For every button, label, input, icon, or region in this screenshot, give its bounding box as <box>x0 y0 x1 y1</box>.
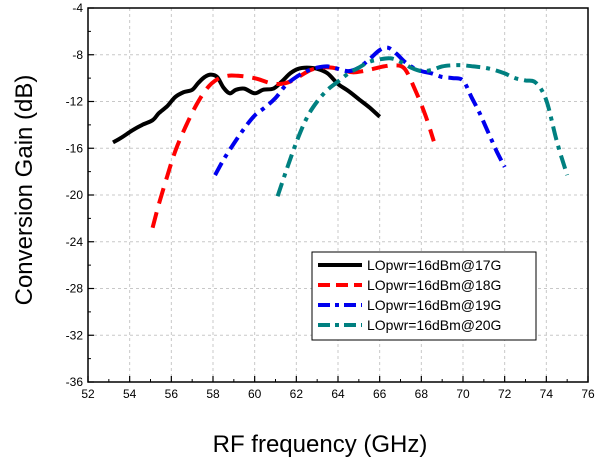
x-tick-label: 56 <box>165 387 179 401</box>
legend-label: LOpwr=16dBm@19G <box>367 297 501 313</box>
x-tick-label: 54 <box>123 387 137 401</box>
x-axis-title: RF frequency (GHz) <box>213 431 428 458</box>
y-tick-labels: -4 -8 -12 -16 -20 -24 -28 -32 -36 <box>66 1 84 389</box>
tick-marks <box>87 7 589 383</box>
x-tick-label: 52 <box>81 387 95 401</box>
x-tick-label: 68 <box>415 387 429 401</box>
legend-label: LOpwr=16dBm@20G <box>367 317 501 333</box>
x-tick-label: 74 <box>540 387 554 401</box>
y-tick-label: -28 <box>66 282 84 296</box>
legend-label: LOpwr=16dBm@18G <box>367 277 501 293</box>
x-tick-label: 72 <box>498 387 512 401</box>
y-tick-label: -24 <box>66 235 84 249</box>
y-tick-label: -4 <box>72 1 83 15</box>
x-tick-labels: 52 54 56 58 60 62 64 66 68 70 72 74 76 <box>81 387 595 401</box>
x-tick-label: 58 <box>206 387 220 401</box>
y-tick-label: -8 <box>72 48 83 62</box>
y-tick-label: -12 <box>66 95 84 109</box>
x-tick-label: 66 <box>373 387 387 401</box>
y-tick-label: -32 <box>66 328 84 342</box>
legend: LOpwr=16dBm@17G LOpwr=16dBm@18G LOpwr=16dB… <box>311 251 537 341</box>
x-tick-label: 60 <box>248 387 262 401</box>
y-tick-label: -16 <box>66 141 84 155</box>
legend-label: LOpwr=16dBm@17G <box>367 257 501 273</box>
y-axis-title: Conversion Gain (dB) <box>11 75 38 306</box>
series-line <box>275 56 570 197</box>
x-tick-label: 64 <box>331 387 345 401</box>
x-tick-label: 70 <box>456 387 470 401</box>
y-tick-label: -36 <box>66 375 84 389</box>
y-tick-label: -20 <box>66 188 84 202</box>
x-tick-label: 62 <box>290 387 304 401</box>
x-tick-label: 76 <box>581 387 595 401</box>
series-group <box>112 45 570 229</box>
series-line <box>112 65 382 145</box>
